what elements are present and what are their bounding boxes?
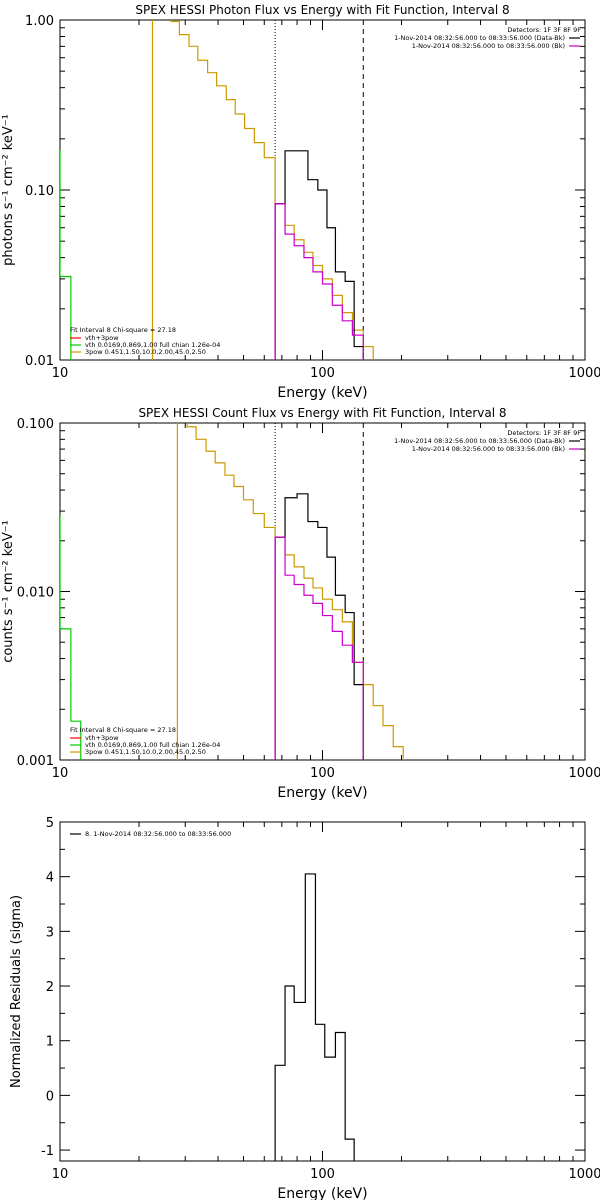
- fit-legend-title: Fit Interval 8 Chi-square = 27.18: [70, 726, 176, 734]
- y-axis-label: photons s⁻¹ cm⁻² keV⁻¹: [1, 114, 16, 266]
- legend-left-entry: 8. 1-Nov-2014 08:32:56.000 to 08:33:56.0…: [85, 830, 231, 838]
- x-axis: 10 100 1000 Energy (keV): [52, 20, 600, 401]
- legend-left-entry: vth+3pow: [85, 334, 119, 342]
- x-axis-label: Energy (keV): [277, 385, 367, 401]
- legend-left-entry: 3pow 0.451,1.50,10.0,2.00,45.0,2.50: [85, 748, 206, 756]
- y-tick-label: 1.00: [25, 14, 54, 29]
- series-line-0: [151, 20, 374, 360]
- x-tick-label: 100: [310, 1167, 335, 1182]
- data-series: [60, 20, 374, 360]
- x-tick-label: 1000: [568, 366, 600, 381]
- x-axis-label: Energy (keV): [277, 785, 367, 801]
- y-axis-label: counts s⁻¹ cm⁻² keV⁻¹: [1, 520, 16, 663]
- chart-panel-1: SPEX HESSI Photon Flux vs Energy with Fi…: [1, 3, 600, 401]
- chart-panel-3: 10 100 1000 Energy (keV) -1 0 1 2 3 4 5 Normalized …: [9, 816, 600, 1200]
- y-tick-label: 1: [46, 1035, 54, 1050]
- x-tick-label: 1000: [568, 1167, 600, 1182]
- fit-legend-title: Fit Interval 8 Chi-square = 27.18: [70, 326, 176, 334]
- plot-frame: [59, 821, 586, 1162]
- series-line-3: [60, 150, 72, 360]
- x-axis-label: Energy (keV): [277, 1186, 367, 1200]
- y-tick-label: 0.010: [17, 586, 54, 601]
- legend-right-entry: 1-Nov-2014 08:32:56.000 to 08:33:56.000 …: [412, 42, 565, 50]
- legend-right-entry: 1-Nov-2014 08:32:56.000 to 08:33:56.000 …: [394, 34, 565, 42]
- y-tick-label: 4: [46, 871, 54, 886]
- legend-left-entry: vth+3pow: [85, 734, 119, 742]
- data-series: [60, 423, 404, 760]
- y-tick-label: 0: [46, 1089, 54, 1104]
- x-tick-label: 100: [310, 366, 335, 381]
- legend-right-entry: 1-Nov-2014 08:32:56.000 to 08:33:56.000 …: [412, 445, 565, 453]
- x-tick-label: 100: [310, 766, 335, 781]
- series-line-1: [274, 150, 364, 360]
- chart-panel-2: SPEX HESSI Count Flux vs Energy with Fit…: [1, 406, 600, 801]
- y-tick-label: 0.01: [25, 354, 54, 369]
- series-line-0: [274, 873, 355, 1161]
- series-line-0: [176, 423, 404, 760]
- x-tick-label: 10: [52, 366, 69, 381]
- legend-left-entry: vth 0.0169,0.869,1.00 full chian 1.26e-0…: [85, 341, 220, 349]
- y-tick-label: 3: [46, 925, 54, 940]
- x-tick-label: 10: [52, 766, 69, 781]
- x-tick-label: 1000: [568, 766, 600, 781]
- data-series: [274, 873, 355, 1161]
- y-tick-label: 2: [46, 980, 54, 995]
- series-line-2: [274, 203, 364, 360]
- x-axis: 10 100 1000 Energy (keV): [52, 423, 600, 801]
- y-tick-label: -1: [41, 1144, 54, 1159]
- chart-title: SPEX HESSI Count Flux vs Energy with Fit…: [138, 406, 506, 420]
- y-tick-label: 0.10: [25, 184, 54, 199]
- detectors-label: Detectors: 1F 3F 8F 9F: [507, 26, 581, 34]
- x-tick-label: 10: [52, 1167, 69, 1182]
- detectors-label: Detectors: 1F 3F 8F 9F: [507, 429, 581, 437]
- legend-left-entry: vth 0.0169,0.869,1.00 full chian 1.26e-0…: [85, 741, 220, 749]
- y-axis: 0.001 0.010 0.100 counts s⁻¹ cm⁻² keV⁻¹: [1, 417, 585, 769]
- series-line-2: [274, 536, 364, 760]
- y-tick-label: 0.100: [17, 417, 54, 432]
- legend-right-entry: 1-Nov-2014 08:32:56.000 to 08:33:56.000 …: [394, 437, 565, 445]
- y-tick-label: 0.001: [17, 754, 54, 769]
- series-line-1: [274, 493, 364, 760]
- y-axis: -1 0 1 2 3 4 5 Normalized Residuals (sigma): [9, 816, 585, 1159]
- y-axis: 0.01 0.10 1.00 photons s⁻¹ cm⁻² keV⁻¹: [1, 14, 585, 369]
- x-axis: 10 100 1000 Energy (keV): [52, 822, 600, 1200]
- chart-title: SPEX HESSI Photon Flux vs Energy with Fi…: [135, 3, 509, 17]
- legend-left-entry: 3pow 0.451,1.50,10.0,2.00,45.0,2.50: [85, 348, 206, 356]
- y-axis-label: Normalized Residuals (sigma): [9, 895, 24, 1088]
- series-line-3: [60, 515, 82, 760]
- y-tick-label: 5: [46, 816, 54, 831]
